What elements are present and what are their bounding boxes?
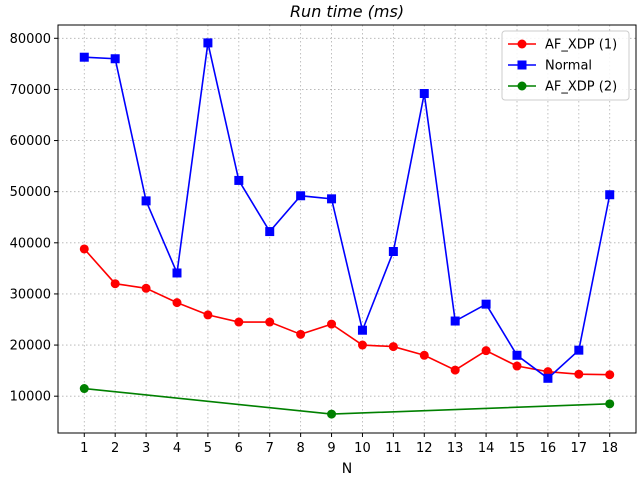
legend-entry: Normal [508,59,592,74]
data-point [79,52,89,62]
axes: 1 2 3 4 5 6 7 8 9 10 11 12 13 14 15 16 17 181000020000300… [10,32,618,456]
x-axis-label: N [342,461,352,477]
x-tick-label: 17 [571,441,588,456]
data-point [141,283,151,293]
y-tick-label: 50000 [10,185,51,200]
data-point [450,316,460,326]
plot-series [79,38,615,419]
legend-label: Normal [545,59,592,74]
x-tick-label: 12 [416,441,433,456]
data-point [296,191,306,201]
chart-title: Run time (ms) [290,2,404,21]
data-point [574,345,584,355]
data-point [234,317,244,327]
data-point [79,384,89,394]
x-tick-label: 2 [111,441,119,456]
legend-marker [517,39,527,49]
y-tick-label: 40000 [10,236,51,251]
data-point [203,310,213,320]
data-point [141,196,151,206]
x-tick-label: 13 [447,441,464,456]
data-point [605,190,615,200]
y-tick-label: 70000 [10,83,51,98]
data-point [110,279,120,289]
data-point [265,227,275,237]
legend-marker [517,81,527,91]
series-line [84,387,610,415]
data-point [512,361,522,371]
x-tick-label: 10 [354,441,371,456]
data-point [481,346,491,356]
data-point [512,350,522,360]
legend-label: AF_XDP (2) [545,80,617,95]
y-tick-label: 10000 [10,390,51,405]
y-tick-label: 30000 [10,287,51,302]
x-tick-label: 9 [327,441,335,456]
data-point [481,299,491,309]
x-tick-label: 5 [204,441,212,456]
data-point [234,175,244,185]
data-point [265,317,275,327]
legend-entry: AF_XDP (1) [508,38,617,53]
x-tick-label: 1 [80,441,88,456]
x-tick-label: 18 [601,441,618,456]
x-tick-label: 14 [478,441,495,456]
x-tick-label: 11 [385,441,402,456]
y-tick-label: 80000 [10,32,51,47]
x-tick-label: 8 [296,441,304,456]
data-point [357,340,367,350]
data-point [388,246,398,256]
x-tick-label: 3 [142,441,150,456]
legend-label: AF_XDP (1) [545,38,617,53]
legend-entry: AF_XDP (2) [508,80,617,95]
x-tick-label: 16 [540,441,557,456]
data-point [110,54,120,64]
data-point [357,325,367,335]
data-point [172,268,182,278]
data-point [419,350,429,360]
data-point [605,399,615,409]
data-point [203,38,213,48]
data-point [388,342,398,352]
data-point [296,329,306,339]
data-point [327,409,337,419]
legend: AF_XDP (1) Normal AF_XDP (2) [501,30,630,101]
data-point [79,244,89,254]
data-point [605,370,615,380]
series-1 [79,38,615,383]
x-tick-label: 7 [266,441,274,456]
legend-marker [517,60,527,70]
series-2 [79,384,615,419]
x-tick-label: 4 [173,441,181,456]
data-point [574,369,584,379]
x-tick-label: 6 [235,441,243,456]
legend-box [501,30,630,101]
y-tick-label: 60000 [10,134,51,149]
data-point [172,298,182,308]
plot-frame [57,24,637,434]
data-point [327,194,337,204]
series-line [83,248,610,376]
y-tick-label: 20000 [10,339,51,354]
data-point [419,89,429,99]
x-tick-label: 15 [509,441,526,456]
data-point [327,319,337,329]
series-line [84,42,611,380]
data-point [450,365,460,375]
data-point [543,373,553,383]
